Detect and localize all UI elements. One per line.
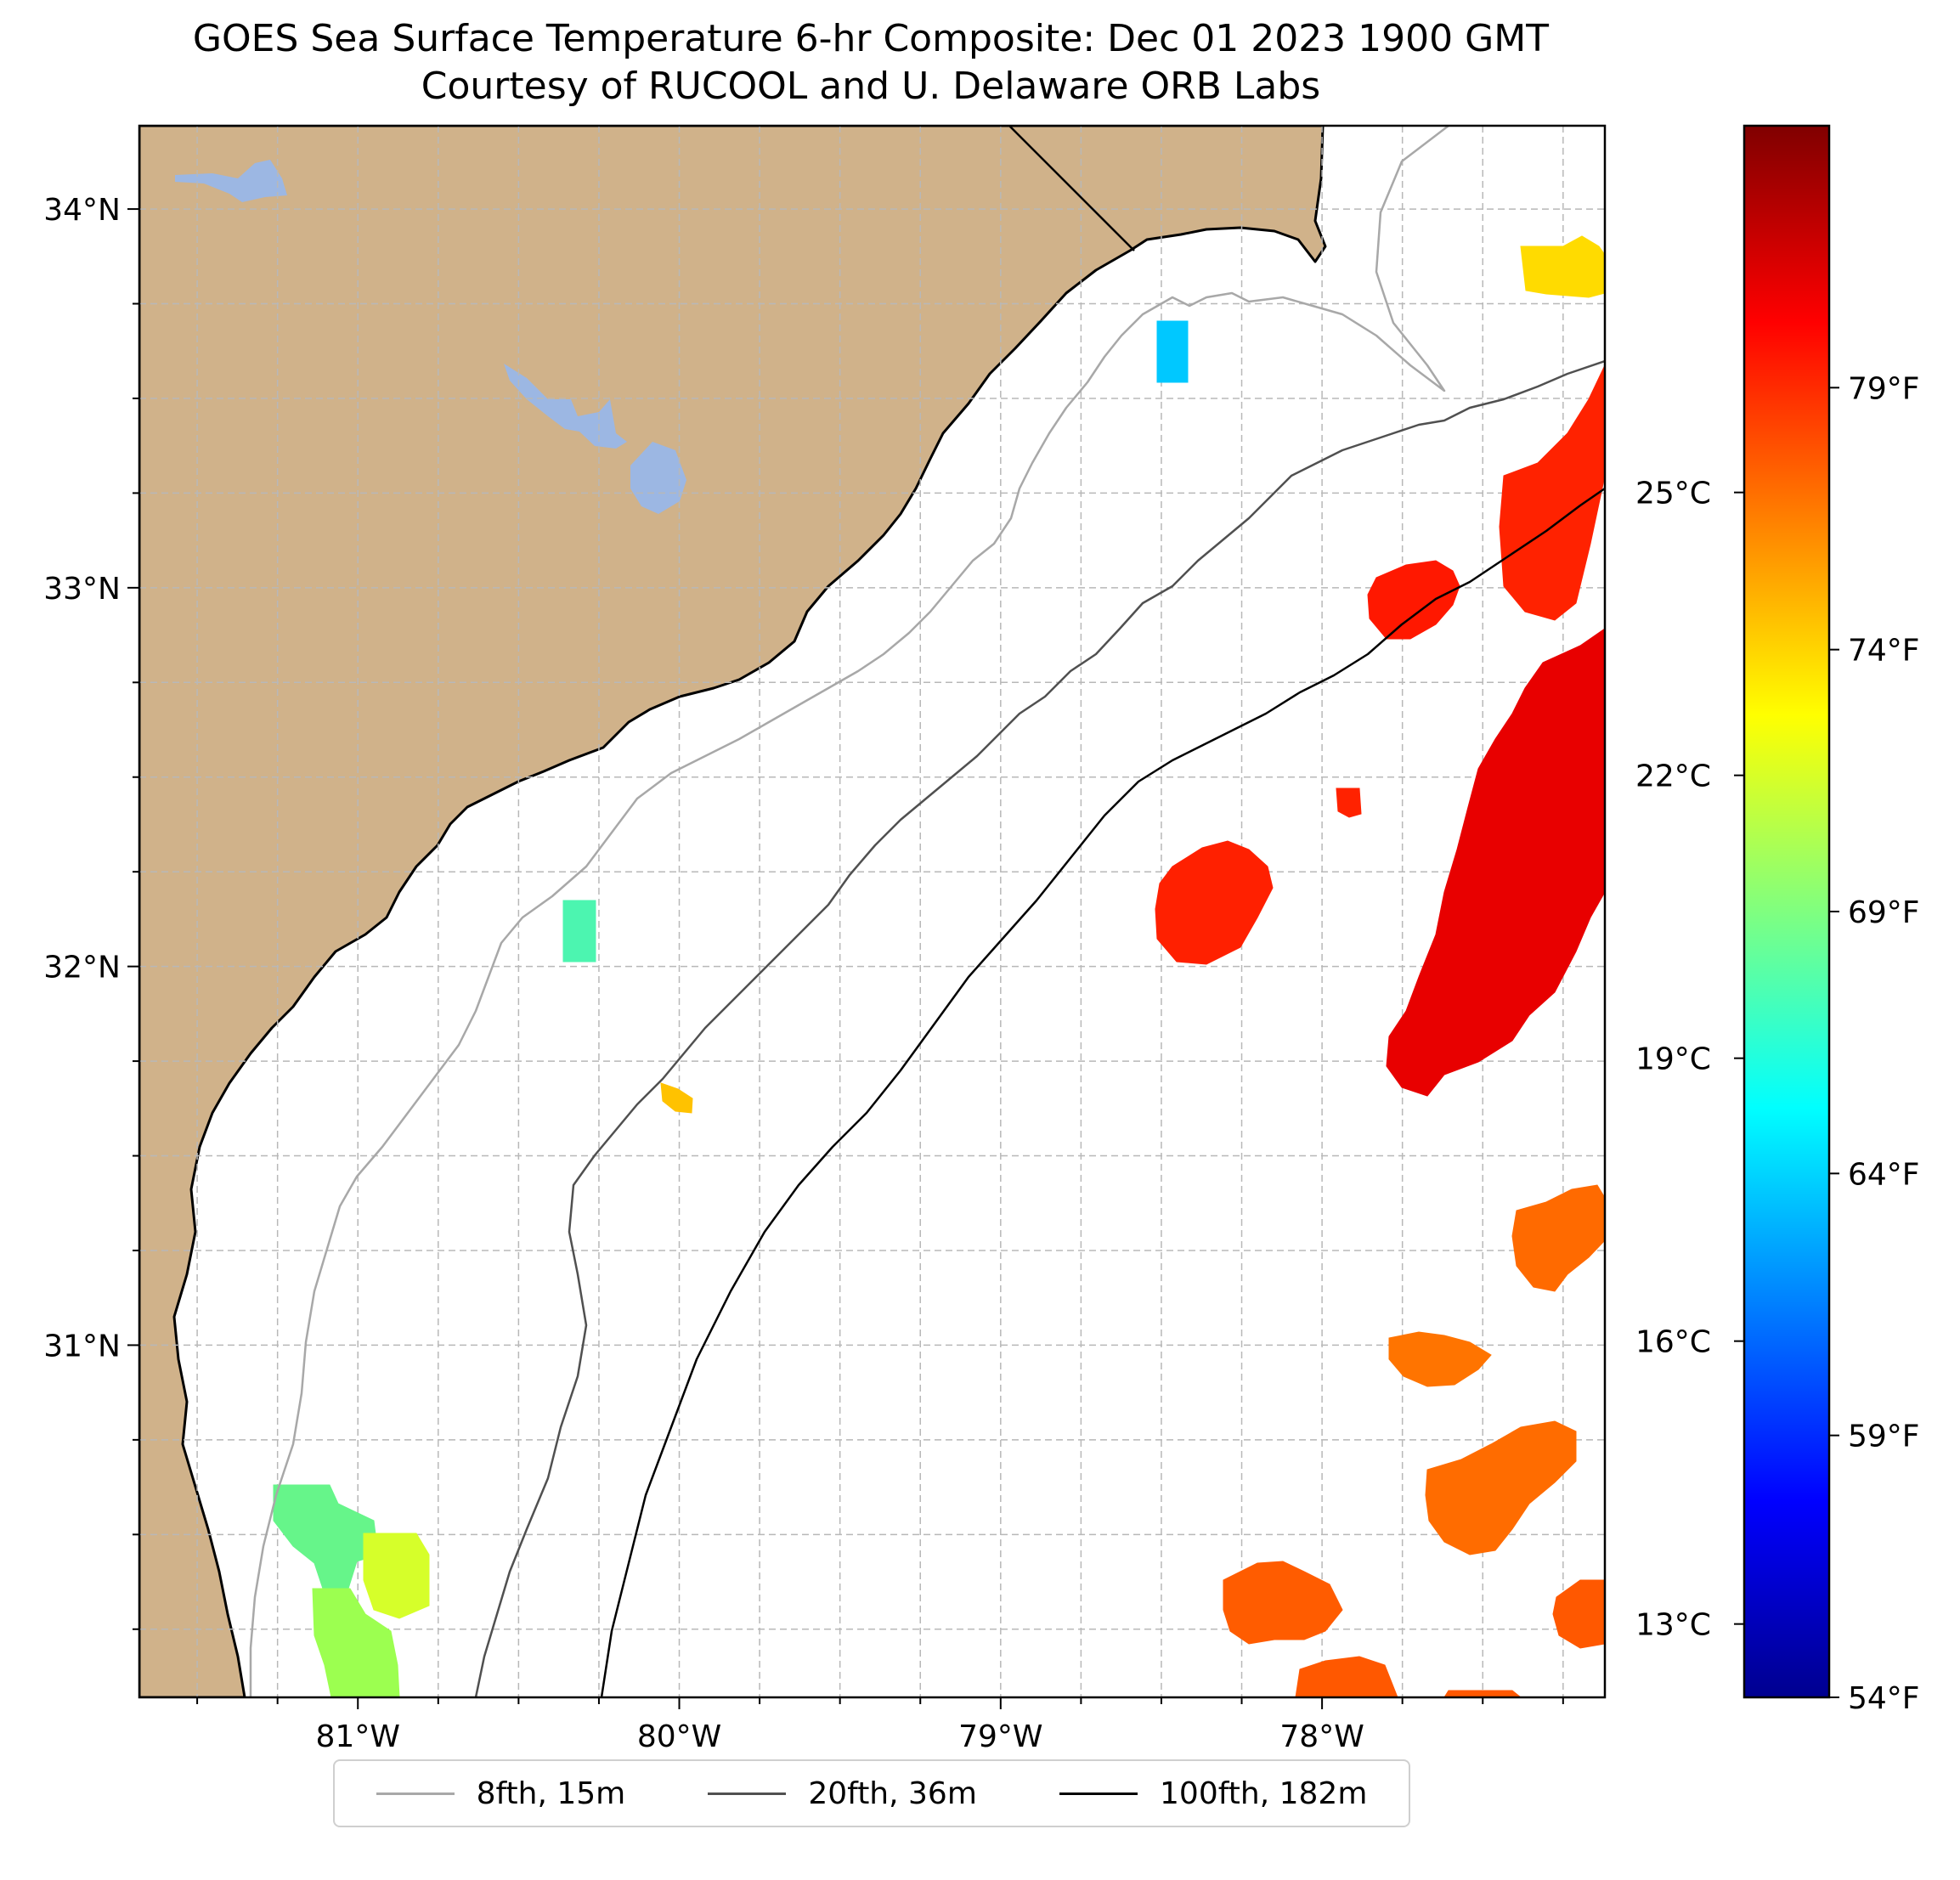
map-title: GOES Sea Surface Temperature 6-hr Compos… bbox=[0, 15, 1742, 110]
colorbar-fahrenheit-label: 69°F bbox=[1848, 895, 1920, 930]
colorbar-celsius-label: 19°C bbox=[1635, 1042, 1711, 1077]
sst-patch bbox=[562, 900, 596, 963]
lake bbox=[630, 442, 686, 514]
sst-patch bbox=[1155, 840, 1274, 965]
legend-entry-20fth: 20fth, 36m bbox=[708, 1776, 977, 1811]
sst-patch bbox=[1499, 364, 1605, 621]
isobath-20fth bbox=[474, 359, 1605, 1697]
colorbar bbox=[1743, 124, 1831, 1699]
legend-entry-8fth: 8fth, 15m bbox=[376, 1776, 626, 1811]
sst-patch bbox=[312, 1588, 400, 1697]
sst-patch bbox=[1511, 1184, 1605, 1292]
legend-line-20fth bbox=[708, 1792, 787, 1795]
sst-patch bbox=[1520, 235, 1605, 298]
lake bbox=[504, 364, 627, 449]
legend-line-8fth bbox=[376, 1792, 455, 1795]
state-border bbox=[1008, 126, 1135, 251]
lat-tick-label: 33°N bbox=[43, 572, 121, 607]
lon-tick-label: 78°W bbox=[1279, 1719, 1364, 1754]
legend-line-100fth bbox=[1059, 1792, 1138, 1795]
sst-patch bbox=[1367, 560, 1460, 640]
colorbar-fahrenheit-label: 64°F bbox=[1848, 1157, 1920, 1192]
legend-label-8fth: 8fth, 15m bbox=[476, 1776, 626, 1811]
land bbox=[139, 126, 1327, 1697]
isobath-8fth bbox=[249, 126, 1449, 1697]
colorbar-fahrenheit-label: 79°F bbox=[1848, 371, 1920, 406]
sst-patch bbox=[1552, 1579, 1605, 1649]
colorbar-celsius-label: 13°C bbox=[1635, 1608, 1711, 1643]
sst-patch bbox=[1425, 1420, 1577, 1555]
sst-patch bbox=[1156, 320, 1189, 383]
sst-patch bbox=[1223, 1561, 1343, 1645]
sst-patch bbox=[1386, 628, 1605, 1097]
lake bbox=[175, 160, 287, 202]
colorbar-celsius-label: 22°C bbox=[1635, 759, 1711, 794]
sst-patch bbox=[1336, 788, 1362, 818]
colorbar-fahrenheit-label: 74°F bbox=[1848, 634, 1920, 669]
sst-patch bbox=[1388, 1331, 1492, 1387]
sst-patch bbox=[273, 1484, 379, 1589]
colorbar-fahrenheit-label: 59°F bbox=[1848, 1420, 1920, 1454]
map-frame bbox=[138, 124, 1607, 1699]
title-line-2: Courtesy of RUCOOL and U. Delaware ORB L… bbox=[421, 65, 1321, 108]
map-area bbox=[139, 126, 1605, 1697]
lat-tick-label: 31°N bbox=[43, 1329, 121, 1363]
lon-tick-label: 79°W bbox=[958, 1719, 1042, 1754]
legend-entry-100fth: 100fth, 182m bbox=[1059, 1776, 1367, 1811]
lon-tick-label: 80°W bbox=[637, 1719, 721, 1754]
legend: 8fth, 15m 20fth, 36m 100fth, 182m bbox=[333, 1759, 1410, 1827]
sst-patch bbox=[660, 1082, 693, 1114]
title-line-1: GOES Sea Surface Temperature 6-hr Compos… bbox=[192, 17, 1550, 60]
colorbar-celsius-label: 25°C bbox=[1635, 477, 1711, 511]
lon-tick-label: 81°W bbox=[316, 1719, 400, 1754]
lat-tick-label: 34°N bbox=[43, 193, 121, 228]
legend-label-100fth: 100fth, 182m bbox=[1160, 1776, 1368, 1811]
lat-tick-label: 32°N bbox=[43, 951, 121, 985]
colorbar-celsius-label: 16°C bbox=[1635, 1325, 1711, 1360]
sst-patch bbox=[363, 1533, 430, 1619]
legend-label-20fth: 20fth, 36m bbox=[808, 1776, 977, 1811]
colorbar-fahrenheit-label: 54°F bbox=[1848, 1681, 1920, 1716]
isobath-100fth bbox=[600, 487, 1605, 1697]
sst-patch bbox=[1295, 1656, 1522, 1697]
